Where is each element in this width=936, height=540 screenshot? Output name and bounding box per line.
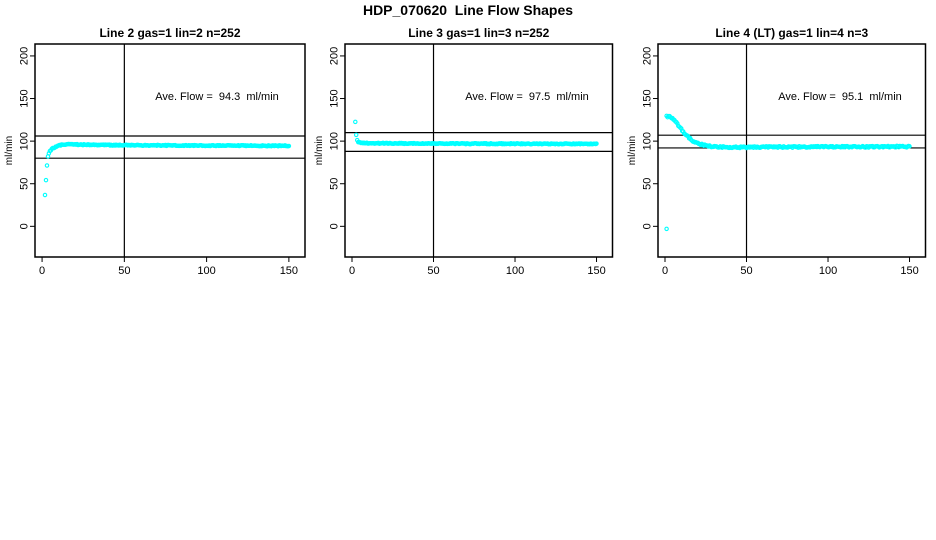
x-tick-label: 100 [197,265,215,277]
plot-box [34,43,306,258]
x-tick-label: 50 [427,265,439,277]
y-axis-label: ml/min [314,136,325,165]
x-tick-label: 100 [506,265,524,277]
data-point [286,143,292,149]
data-point [353,132,359,138]
panel-3: Line 4 (LT) gas=1 lin=4 n=3 0 50 100 150 0 50 1… [627,26,927,277]
data-point [353,119,358,125]
y-tick-label: 50 [329,178,341,190]
data-points [42,141,292,198]
data-points [353,119,599,147]
y-tick-label: 200 [19,47,31,65]
y-tick-label: 200 [329,47,341,65]
data-point [907,144,912,149]
data-point [43,177,49,183]
x-tick-label: 50 [118,265,130,277]
y-tick-label: 100 [642,132,654,150]
x-tick-label: 0 [349,265,355,277]
ave-flow-annotation: Ave. Flow = 94.3 ml/min [155,91,279,103]
panel-title: Line 4 (LT) gas=1 lin=4 n=3 [715,26,868,40]
data-point [44,163,50,168]
x-tick-label: 50 [740,265,752,277]
y-axis-label: ml/min [4,136,15,165]
y-tick-label: 150 [19,89,31,107]
data-points [664,113,912,232]
y-tick-label: 100 [329,132,341,150]
panel-1: Line 2 gas=1 lin=2 n=252 0 50 100 150 0 50 100 1… [4,26,306,277]
y-tick-label: 200 [642,47,654,65]
data-point [594,141,599,146]
y-axis-label: ml/min [627,136,638,165]
y-tick-label: 0 [329,223,341,229]
x-tick-label: 100 [819,265,837,277]
ave-flow-annotation: Ave. Flow = 97.5 ml/min [465,91,589,103]
x-tick-label: 150 [280,265,298,277]
x-tick-label: 0 [39,265,45,277]
panel-title: Line 3 gas=1 lin=3 n=252 [408,26,549,40]
figure-title: HDP_070620 Line Flow Shapes [362,2,574,18]
y-tick-label: 150 [329,89,341,107]
y-tick-label: 150 [642,89,654,107]
data-point [42,192,48,198]
panel-2: Line 3 gas=1 lin=3 n=252 0 50 100 150 0 50 100 1… [314,26,614,277]
data-point [675,121,680,126]
x-tick-label: 150 [900,265,918,277]
y-tick-label: 50 [19,178,31,190]
x-tick-label: 0 [662,265,668,277]
ave-flow-annotation: Ave. Flow = 95.1 ml/min [778,91,902,103]
y-tick-label: 50 [642,178,654,190]
y-tick-label: 0 [642,223,654,229]
plot-box [657,43,927,258]
panel-title: Line 2 gas=1 lin=2 n=252 [99,26,240,40]
chart-canvas: Line 2 gas=1 lin=2 n=252 0 50 100 150 0 50 100 1… [4,26,927,277]
data-point [679,126,684,131]
plot-box [344,43,614,258]
y-tick-label: 0 [19,223,31,229]
x-tick-label: 150 [587,265,605,277]
y-tick-label: 100 [19,132,31,150]
outlier-point [664,226,669,232]
